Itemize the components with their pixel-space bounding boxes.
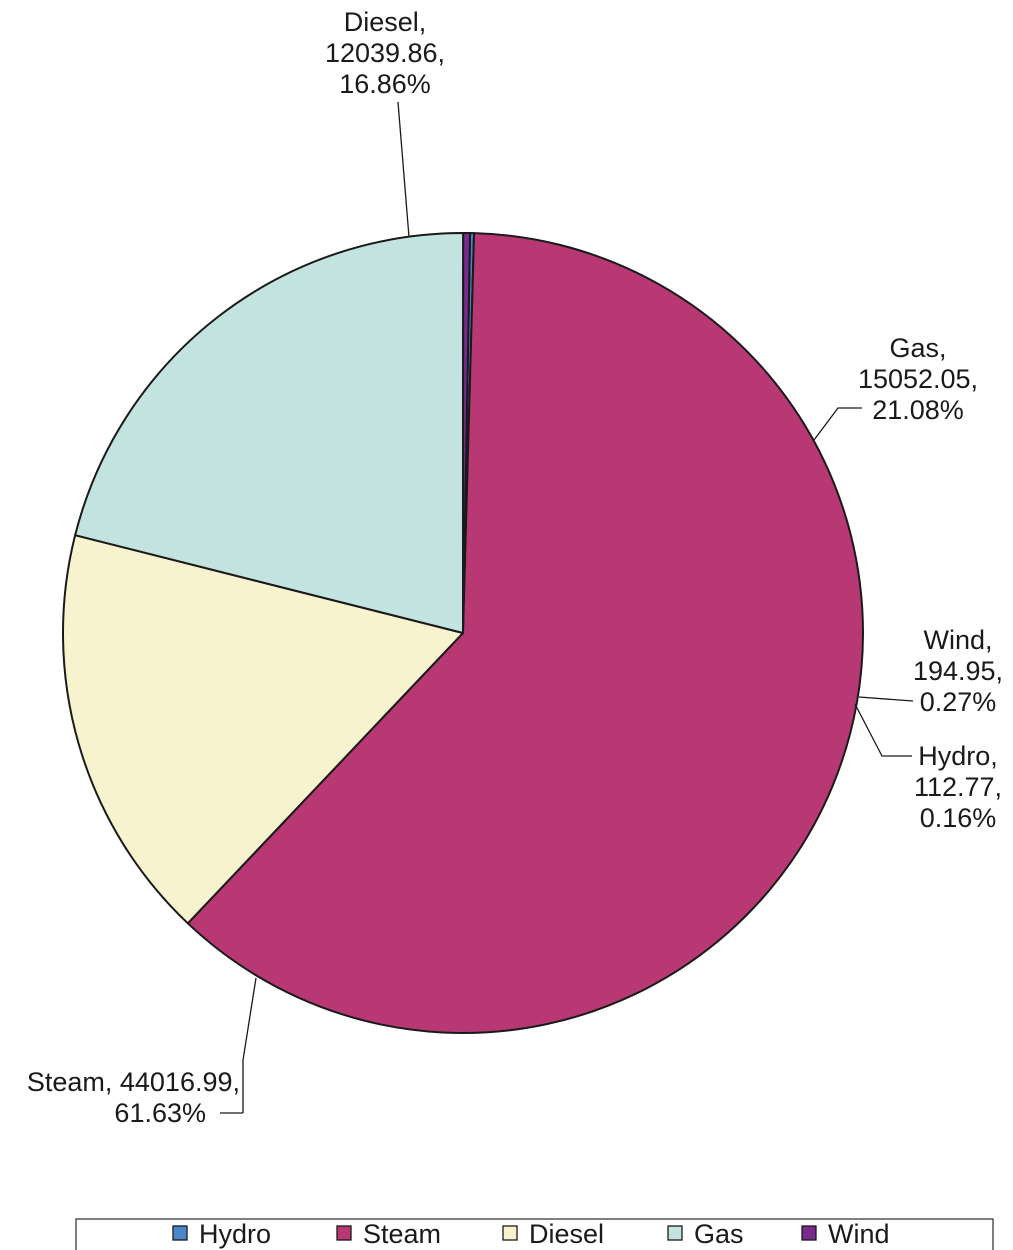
legend-swatch-diesel <box>502 1225 518 1241</box>
legend-frame <box>75 1218 994 1250</box>
leader-line-diesel <box>397 101 410 238</box>
data-labels: Hydro,112.77,0.16% Steam, 44016.99,61.63%… <box>27 7 1003 1128</box>
legend-swatch-gas <box>667 1225 683 1241</box>
leader-line-gas <box>813 407 862 441</box>
legend: Hydro Steam Diesel Gas Wind <box>75 1218 994 1250</box>
pie-slice-wind <box>462 232 472 634</box>
data-label-wind-line-3: 0.27% <box>920 687 997 717</box>
data-label-steam-line-2: 61.63% <box>114 1098 206 1128</box>
data-label-hydro-line-2: 112.77, <box>914 772 1002 802</box>
legend-label-steam: Steam <box>363 1219 441 1249</box>
data-label-hydro-line-3: 0.16% <box>920 803 997 833</box>
pie-slice-steam <box>186 232 864 1034</box>
legend-swatch-wind <box>801 1225 817 1241</box>
data-label-wind-line-2: 194.95, <box>913 656 1003 686</box>
data-label-steam-line-1: Steam, 44016.99, <box>27 1067 240 1097</box>
legend-label-diesel: Diesel <box>529 1219 604 1249</box>
data-label-diesel-line-1: Diesel, <box>344 7 427 37</box>
data-label-diesel-line-3: 16.86% <box>339 69 431 99</box>
data-label-gas-line-1: Gas, <box>889 333 946 363</box>
pie-slice-gas <box>74 232 465 634</box>
pie-slices <box>62 232 864 1034</box>
legend-label-gas: Gas <box>694 1219 744 1249</box>
data-label-hydro-line-1: Hydro, <box>918 741 998 771</box>
pie-slice-diesel <box>62 534 464 925</box>
legend-label-wind: Wind <box>828 1219 890 1249</box>
leader-line-steam <box>242 977 257 1113</box>
data-label-gas-line-2: 15052.05, <box>858 364 978 394</box>
legend-swatch-hydro <box>172 1225 188 1241</box>
legend-label-hydro: Hydro <box>199 1219 271 1249</box>
legend-swatch-steam <box>336 1225 352 1241</box>
leader-line-hydro <box>854 703 912 757</box>
data-label-gas-line-3: 21.08% <box>872 395 964 425</box>
leader-line-wind <box>858 696 914 702</box>
leader-lines <box>220 101 914 1114</box>
data-label-diesel-line-2: 12039.86, <box>325 38 445 68</box>
data-label-wind-line-1: Wind, <box>923 625 992 655</box>
